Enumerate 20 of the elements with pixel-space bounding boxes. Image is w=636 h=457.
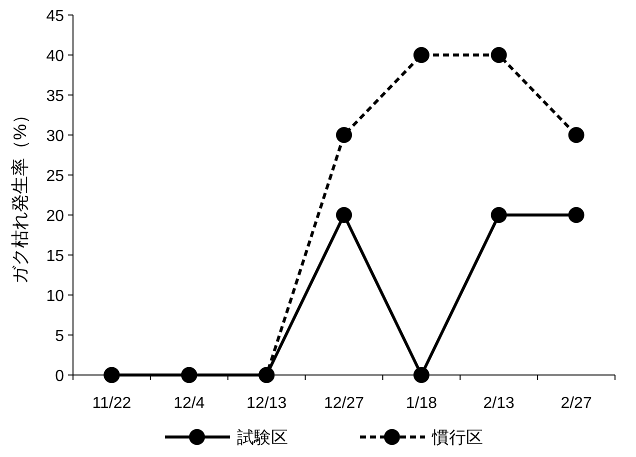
x-tick-label: 12/13 xyxy=(246,395,287,412)
legend-label: 試験区 xyxy=(237,428,288,447)
y-tick-label: 30 xyxy=(46,128,64,145)
x-tick-label: 2/13 xyxy=(483,395,515,412)
y-tick-label: 15 xyxy=(46,248,64,265)
x-tick-label: 2/27 xyxy=(560,395,592,412)
y-tick-label: 0 xyxy=(55,368,64,385)
y-tick-label: 40 xyxy=(46,48,64,65)
y-tick-label: 20 xyxy=(46,208,64,225)
y-tick-label: 10 xyxy=(46,288,64,305)
legend-label: 慣行区 xyxy=(431,428,483,447)
y-tick-label: 25 xyxy=(46,168,64,185)
x-tick-label: 12/4 xyxy=(174,395,205,412)
y-tick-label: 5 xyxy=(55,328,64,345)
y-tick-label: 45 xyxy=(46,8,64,25)
x-tick-label: 12/27 xyxy=(324,395,364,412)
x-tick-label: 11/22 xyxy=(92,395,132,412)
y-tick-label: 35 xyxy=(46,88,64,105)
y-axis-title: ガク枯れ発生率（%） xyxy=(10,106,30,284)
x-tick-label: 1/18 xyxy=(406,395,438,412)
